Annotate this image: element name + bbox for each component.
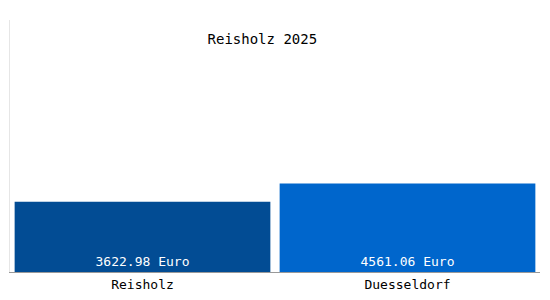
- svg-text:4561.06 Euro: 4561.06 Euro: [361, 254, 455, 269]
- svg-text:3622.98 Euro: 3622.98 Euro: [96, 254, 190, 269]
- svg-text:Reisholz 2025: Reisholz 2025: [208, 31, 318, 47]
- svg-text:Duesseldorf: Duesseldorf: [364, 277, 450, 292]
- svg-text:Reisholz: Reisholz: [111, 277, 174, 292]
